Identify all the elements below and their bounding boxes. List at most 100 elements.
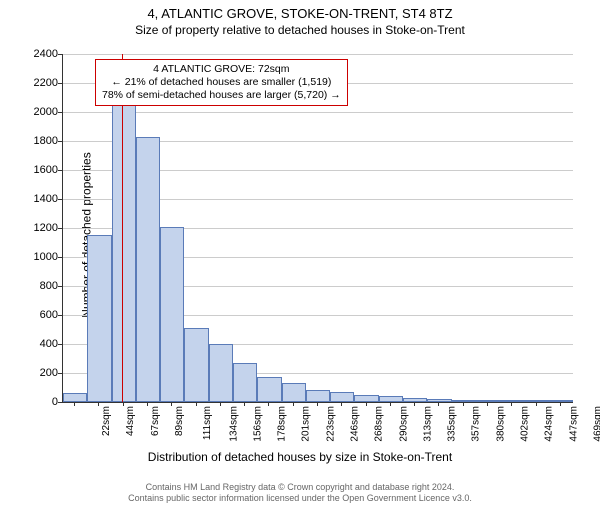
histogram-bar <box>549 400 573 402</box>
histogram-bar <box>452 400 476 402</box>
x-tick-label: 156sqm <box>252 406 263 442</box>
x-tick-label: 201sqm <box>301 406 312 442</box>
histogram-bar <box>500 400 524 402</box>
x-tick-label: 447sqm <box>568 406 579 442</box>
x-tick <box>244 402 245 406</box>
x-tick-label: 402sqm <box>520 406 531 442</box>
y-tick <box>58 199 62 200</box>
x-tick <box>414 402 415 406</box>
x-tick-label: 89sqm <box>174 406 185 436</box>
grid-line <box>63 54 573 55</box>
x-tick <box>268 402 269 406</box>
x-tick <box>147 402 148 406</box>
x-tick-label: 246sqm <box>350 406 361 442</box>
y-tick-label: 2400 <box>18 48 58 60</box>
histogram-bar <box>524 400 548 402</box>
x-tick-label: 469sqm <box>592 406 600 442</box>
y-tick-label: 1600 <box>18 164 58 176</box>
x-tick <box>98 402 99 406</box>
page-subtitle: Size of property relative to detached ho… <box>0 23 600 37</box>
y-tick <box>58 112 62 113</box>
y-tick <box>58 257 62 258</box>
x-tick <box>536 402 537 406</box>
histogram-bar <box>184 328 208 402</box>
y-tick-label: 0 <box>18 396 58 408</box>
histogram-bar <box>306 390 330 402</box>
histogram-bar <box>403 398 427 402</box>
credits-line: Contains HM Land Registry data © Crown c… <box>0 482 600 493</box>
marker-annotation: 4 ATLANTIC GROVE: 72sqm ← 21% of detache… <box>95 59 348 106</box>
y-tick <box>58 373 62 374</box>
y-tick <box>58 83 62 84</box>
histogram-bar <box>282 383 306 402</box>
histogram-bar <box>379 396 403 402</box>
x-tick <box>463 402 464 406</box>
x-tick <box>390 402 391 406</box>
histogram-bar <box>427 399 451 402</box>
histogram-bar <box>330 392 354 402</box>
credits-line: Contains public sector information licen… <box>0 493 600 504</box>
histogram-bar <box>354 395 378 402</box>
y-tick-label: 400 <box>18 338 58 350</box>
histogram-bar <box>257 377 281 402</box>
page-title: 4, ATLANTIC GROVE, STOKE-ON-TRENT, ST4 8… <box>0 6 600 21</box>
x-tick-label: 424sqm <box>544 406 555 442</box>
y-tick <box>58 402 62 403</box>
annotation-line: ← 21% of detached houses are smaller (1,… <box>102 76 341 89</box>
y-tick-label: 1200 <box>18 222 58 234</box>
x-tick <box>74 402 75 406</box>
x-tick <box>438 402 439 406</box>
annotation-line: 4 ATLANTIC GROVE: 72sqm <box>102 63 341 76</box>
histogram-bar <box>209 344 233 402</box>
histogram-bar <box>160 227 184 402</box>
x-tick-label: 380sqm <box>495 406 506 442</box>
annotation-line: 78% of semi-detached houses are larger (… <box>102 89 341 102</box>
x-tick-label: 357sqm <box>471 406 482 442</box>
x-tick <box>196 402 197 406</box>
histogram-bar <box>136 137 160 402</box>
y-tick-label: 2000 <box>18 106 58 118</box>
x-axis-label: Distribution of detached houses by size … <box>0 450 600 464</box>
x-tick <box>220 402 221 406</box>
grid-line <box>63 112 573 113</box>
x-tick <box>341 402 342 406</box>
x-tick <box>293 402 294 406</box>
x-tick <box>366 402 367 406</box>
x-tick <box>487 402 488 406</box>
x-tick-label: 313sqm <box>422 406 433 442</box>
y-tick <box>58 228 62 229</box>
x-tick <box>317 402 318 406</box>
histogram-bar <box>233 363 257 402</box>
y-tick-label: 1000 <box>18 251 58 263</box>
y-tick-label: 200 <box>18 367 58 379</box>
y-tick <box>58 315 62 316</box>
x-tick-label: 111sqm <box>202 406 213 440</box>
x-tick-label: 67sqm <box>150 406 161 436</box>
y-tick-label: 800 <box>18 280 58 292</box>
x-tick-label: 134sqm <box>228 406 239 442</box>
x-tick-label: 178sqm <box>277 406 288 442</box>
histogram-bar <box>112 80 136 402</box>
histogram-bar <box>63 393 87 402</box>
x-tick-label: 290sqm <box>398 406 409 442</box>
histogram-bar <box>87 235 111 402</box>
x-tick <box>560 402 561 406</box>
x-tick-label: 44sqm <box>125 406 136 436</box>
y-tick <box>58 344 62 345</box>
y-tick <box>58 170 62 171</box>
x-tick-label: 22sqm <box>101 406 112 436</box>
x-tick <box>123 402 124 406</box>
y-tick-label: 600 <box>18 309 58 321</box>
x-tick <box>511 402 512 406</box>
y-tick-label: 1400 <box>18 193 58 205</box>
y-tick <box>58 54 62 55</box>
x-tick-label: 223sqm <box>325 406 336 442</box>
y-tick-label: 2200 <box>18 77 58 89</box>
x-tick-label: 268sqm <box>374 406 385 442</box>
y-tick <box>58 141 62 142</box>
credits: Contains HM Land Registry data © Crown c… <box>0 482 600 504</box>
y-tick <box>58 286 62 287</box>
x-tick-label: 335sqm <box>447 406 458 442</box>
x-tick <box>171 402 172 406</box>
y-tick-label: 1800 <box>18 135 58 147</box>
